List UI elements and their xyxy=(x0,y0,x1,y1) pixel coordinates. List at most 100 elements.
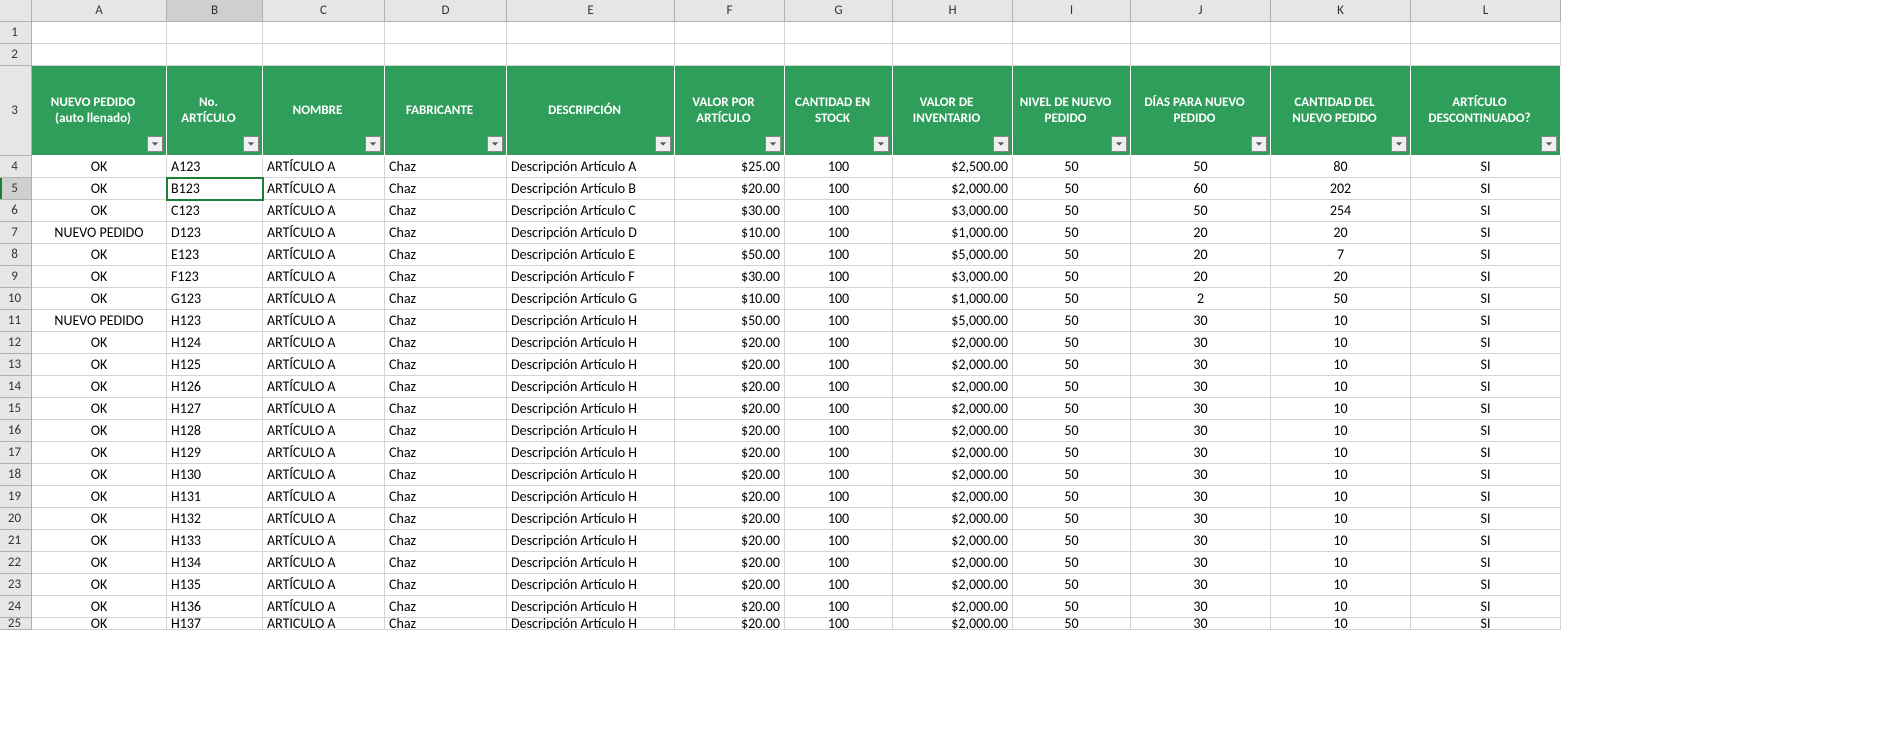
cell-D22[interactable]: Chaz xyxy=(385,552,507,574)
column-header-H[interactable]: H xyxy=(893,0,1013,22)
row-header-6[interactable]: 6 xyxy=(0,200,32,222)
cell-I1[interactable] xyxy=(1013,22,1131,44)
cell-G7[interactable]: 100 xyxy=(785,222,893,244)
table-header-A[interactable]: NUEVO PEDIDO (auto llenado) xyxy=(32,66,167,156)
filter-dropdown-button[interactable] xyxy=(1111,136,1127,152)
cell-A5[interactable]: OK xyxy=(32,178,167,200)
cell-J2[interactable] xyxy=(1131,44,1271,66)
cell-C8[interactable]: ARTÍCULO A xyxy=(263,244,385,266)
row-header-17[interactable]: 17 xyxy=(0,442,32,464)
cell-H22[interactable]: $2,000.00 xyxy=(893,552,1013,574)
cell-A22[interactable]: OK xyxy=(32,552,167,574)
cell-H7[interactable]: $1,000.00 xyxy=(893,222,1013,244)
cell-H21[interactable]: $2,000.00 xyxy=(893,530,1013,552)
cell-L19[interactable]: SI xyxy=(1411,486,1561,508)
cell-B14[interactable]: H126 xyxy=(167,376,263,398)
row-header-24[interactable]: 24 xyxy=(0,596,32,618)
cell-B20[interactable]: H132 xyxy=(167,508,263,530)
row-header-5[interactable]: 5 xyxy=(0,178,32,200)
cell-J14[interactable]: 30 xyxy=(1131,376,1271,398)
cell-E13[interactable]: Descripción Artículo H xyxy=(507,354,675,376)
cell-J6[interactable]: 50 xyxy=(1131,200,1271,222)
cell-I10[interactable]: 50 xyxy=(1013,288,1131,310)
cell-I8[interactable]: 50 xyxy=(1013,244,1131,266)
cell-L15[interactable]: SI xyxy=(1411,398,1561,420)
cell-G20[interactable]: 100 xyxy=(785,508,893,530)
cell-J24[interactable]: 30 xyxy=(1131,596,1271,618)
spreadsheet-grid[interactable]: ABCDEFGHIJKL123NUEVO PEDIDO (auto llenad… xyxy=(0,0,1890,630)
cell-D23[interactable]: Chaz xyxy=(385,574,507,596)
cell-F23[interactable]: $20.00 xyxy=(675,574,785,596)
column-header-I[interactable]: I xyxy=(1013,0,1131,22)
cell-K7[interactable]: 20 xyxy=(1271,222,1411,244)
cell-J25[interactable]: 30 xyxy=(1131,618,1271,630)
cell-A14[interactable]: OK xyxy=(32,376,167,398)
cell-J13[interactable]: 30 xyxy=(1131,354,1271,376)
table-header-C[interactable]: NOMBRE xyxy=(263,66,385,156)
table-header-L[interactable]: ARTÍCULO DESCONTINUADO? xyxy=(1411,66,1561,156)
cell-H14[interactable]: $2,000.00 xyxy=(893,376,1013,398)
cell-B11[interactable]: H123 xyxy=(167,310,263,332)
table-header-K[interactable]: CANTIDAD DEL NUEVO PEDIDO xyxy=(1271,66,1411,156)
cell-B18[interactable]: H130 xyxy=(167,464,263,486)
row-header-3[interactable]: 3 xyxy=(0,66,32,156)
cell-C10[interactable]: ARTÍCULO A xyxy=(263,288,385,310)
cell-H9[interactable]: $3,000.00 xyxy=(893,266,1013,288)
cell-C16[interactable]: ARTÍCULO A xyxy=(263,420,385,442)
cell-F17[interactable]: $20.00 xyxy=(675,442,785,464)
cell-C13[interactable]: ARTÍCULO A xyxy=(263,354,385,376)
cell-K19[interactable]: 10 xyxy=(1271,486,1411,508)
cell-D2[interactable] xyxy=(385,44,507,66)
cell-F14[interactable]: $20.00 xyxy=(675,376,785,398)
cell-L2[interactable] xyxy=(1411,44,1561,66)
filter-dropdown-button[interactable] xyxy=(243,136,259,152)
cell-G24[interactable]: 100 xyxy=(785,596,893,618)
cell-I13[interactable]: 50 xyxy=(1013,354,1131,376)
cell-H8[interactable]: $5,000.00 xyxy=(893,244,1013,266)
cell-B16[interactable]: H128 xyxy=(167,420,263,442)
cell-B15[interactable]: H127 xyxy=(167,398,263,420)
filter-dropdown-button[interactable] xyxy=(993,136,1009,152)
cell-A20[interactable]: OK xyxy=(32,508,167,530)
cell-I16[interactable]: 50 xyxy=(1013,420,1131,442)
row-header-1[interactable]: 1 xyxy=(0,22,32,44)
cell-H2[interactable] xyxy=(893,44,1013,66)
filter-dropdown-button[interactable] xyxy=(655,136,671,152)
cell-B22[interactable]: H134 xyxy=(167,552,263,574)
table-header-G[interactable]: CANTIDAD EN STOCK xyxy=(785,66,893,156)
cell-B12[interactable]: H124 xyxy=(167,332,263,354)
cell-F16[interactable]: $20.00 xyxy=(675,420,785,442)
cell-L12[interactable]: SI xyxy=(1411,332,1561,354)
cell-B2[interactable] xyxy=(167,44,263,66)
filter-dropdown-button[interactable] xyxy=(765,136,781,152)
cell-L13[interactable]: SI xyxy=(1411,354,1561,376)
cell-E16[interactable]: Descripción Artículo H xyxy=(507,420,675,442)
cell-D4[interactable]: Chaz xyxy=(385,156,507,178)
cell-J12[interactable]: 30 xyxy=(1131,332,1271,354)
cell-L11[interactable]: SI xyxy=(1411,310,1561,332)
column-header-F[interactable]: F xyxy=(675,0,785,22)
cell-K25[interactable]: 10 xyxy=(1271,618,1411,630)
cell-L18[interactable]: SI xyxy=(1411,464,1561,486)
cell-B10[interactable]: G123 xyxy=(167,288,263,310)
row-header-25[interactable]: 25 xyxy=(0,618,32,630)
cell-F12[interactable]: $20.00 xyxy=(675,332,785,354)
row-header-2[interactable]: 2 xyxy=(0,44,32,66)
cell-E23[interactable]: Descripción Artículo H xyxy=(507,574,675,596)
cell-G4[interactable]: 100 xyxy=(785,156,893,178)
cell-J17[interactable]: 30 xyxy=(1131,442,1271,464)
cell-F4[interactable]: $25.00 xyxy=(675,156,785,178)
filter-dropdown-button[interactable] xyxy=(365,136,381,152)
cell-L6[interactable]: SI xyxy=(1411,200,1561,222)
filter-dropdown-button[interactable] xyxy=(873,136,889,152)
column-header-J[interactable]: J xyxy=(1131,0,1271,22)
cell-G16[interactable]: 100 xyxy=(785,420,893,442)
column-header-L[interactable]: L xyxy=(1411,0,1561,22)
cell-C1[interactable] xyxy=(263,22,385,44)
cell-K5[interactable]: 202 xyxy=(1271,178,1411,200)
cell-G23[interactable]: 100 xyxy=(785,574,893,596)
cell-K8[interactable]: 7 xyxy=(1271,244,1411,266)
cell-J16[interactable]: 30 xyxy=(1131,420,1271,442)
cell-G5[interactable]: 100 xyxy=(785,178,893,200)
cell-K23[interactable]: 10 xyxy=(1271,574,1411,596)
